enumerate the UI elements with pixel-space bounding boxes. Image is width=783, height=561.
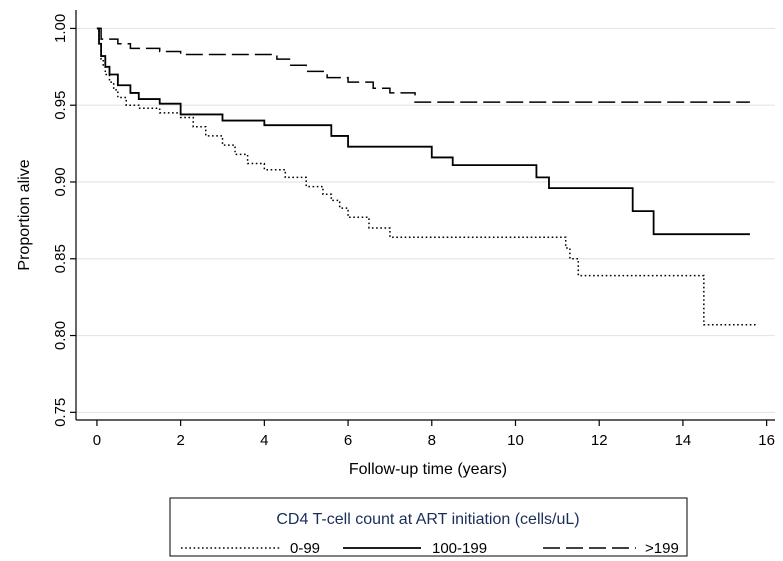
y-tick-label: 0.95 xyxy=(52,91,69,120)
x-tick-label: 4 xyxy=(260,432,268,449)
survival-curves xyxy=(96,27,759,326)
x-tick-label: 2 xyxy=(176,432,184,449)
x-ticks: 0 2 4 6 8 10 12 14 16 xyxy=(93,420,775,449)
y-ticks: 0.75 0.80 0.85 0.90 0.95 1.00 xyxy=(52,14,76,427)
series-line-solid xyxy=(96,27,750,236)
legend-title: CD4 T-cell count at ART initiation (cell… xyxy=(276,511,579,528)
y-tick-label: 1.00 xyxy=(52,14,69,43)
x-tick-label: 0 xyxy=(93,432,101,449)
legend-box xyxy=(169,497,688,557)
x-axis-title: Follow-up time (years) xyxy=(349,461,507,478)
y-tick-label: 0.85 xyxy=(52,244,69,273)
y-tick-label: 0.90 xyxy=(52,167,69,196)
legend-label-gt199: >199 xyxy=(645,540,679,557)
x-tick-label: 12 xyxy=(591,432,608,449)
legend-label-0-99: 0-99 xyxy=(290,540,320,557)
y-tick-label: 0.80 xyxy=(52,321,69,350)
axes xyxy=(75,10,775,421)
y-axis-title: Proportion alive xyxy=(16,159,33,270)
legend: CD4 T-cell count at ART initiation (cell… xyxy=(169,497,688,557)
x-tick-label: 6 xyxy=(344,432,352,449)
x-tick-label: 8 xyxy=(428,432,436,449)
series-line-dotted xyxy=(96,27,759,326)
legend-label-100-199: 100-199 xyxy=(432,540,487,557)
y-tick-label: 0.75 xyxy=(52,398,69,427)
x-tick-label: 14 xyxy=(675,432,692,449)
gridlines xyxy=(76,27,775,413)
series-line-dashed xyxy=(96,27,750,103)
x-tick-label: 10 xyxy=(507,432,524,449)
x-tick-label: 16 xyxy=(758,432,775,449)
